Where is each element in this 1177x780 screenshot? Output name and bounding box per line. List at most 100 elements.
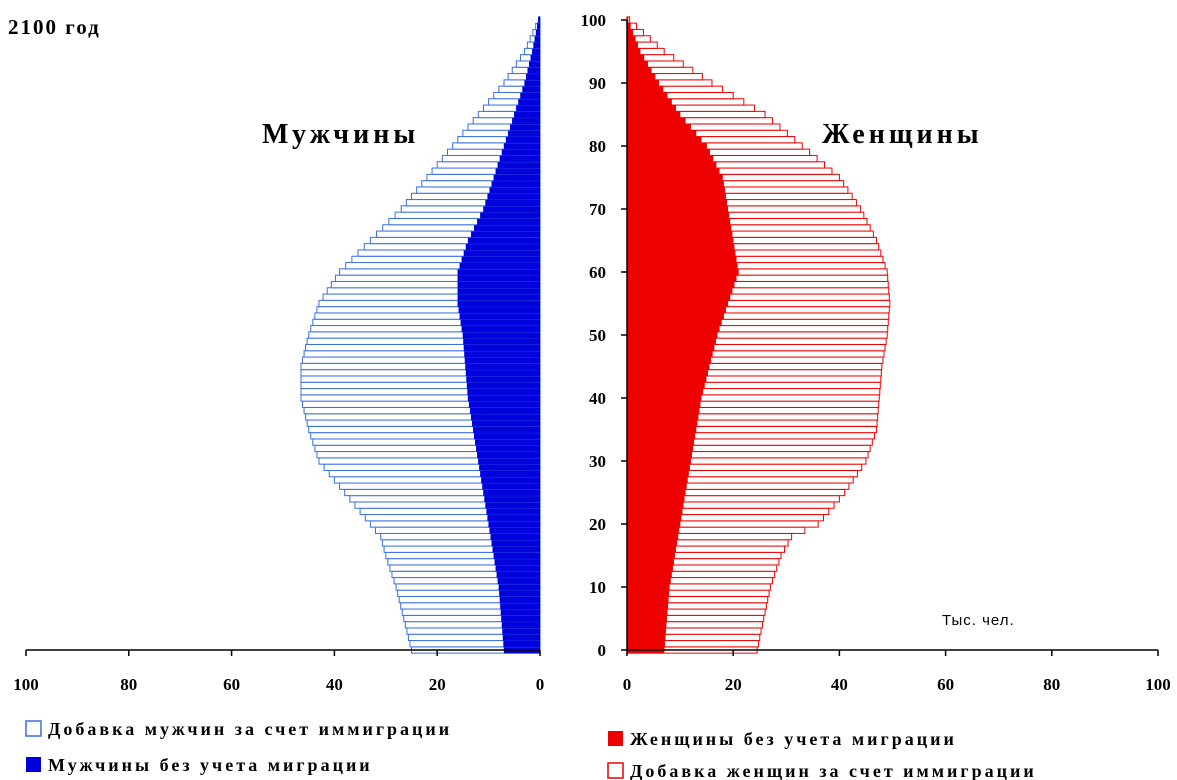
male-base-bar-age-38	[469, 407, 541, 414]
male-base-bar-age-58	[457, 281, 541, 288]
female-base-bar-age-58	[626, 281, 735, 288]
male-base-bar-age-60	[457, 268, 541, 276]
male-base-bar-age-70	[483, 205, 541, 213]
male-base-bar-age-7	[500, 602, 541, 610]
male-base-bar-age-18	[490, 533, 541, 540]
male-base-bar-age-64	[465, 243, 541, 251]
male-x-tick-label-20: 20	[429, 675, 446, 694]
male-base-bar-age-14	[494, 558, 541, 566]
female-base-bar-age-71	[626, 199, 728, 207]
legend-swatch-female-base	[608, 731, 623, 746]
female-x-tick-label-40: 40	[831, 675, 848, 694]
male-base-bar-age-31	[477, 451, 541, 459]
female-base-bar-age-9	[626, 589, 670, 597]
female-base-bar-age-52	[626, 319, 722, 326]
female-base-bar-age-48	[626, 344, 715, 351]
male-base-bar-age-54	[458, 306, 541, 314]
male-base-bar-age-63	[463, 249, 541, 257]
female-base-bar-age-22	[626, 508, 683, 515]
female-x-tick-label-0: 0	[623, 675, 632, 694]
male-base-bar-age-25	[483, 489, 541, 496]
female-panel-label: Женщины	[822, 119, 983, 150]
age-tick-label-40: 40	[589, 389, 606, 408]
female-base-bar-age-6	[626, 608, 668, 616]
female-base-bar-age-10	[626, 583, 670, 591]
male-base-bar-age-27	[481, 476, 541, 484]
female-base-bar-age-37	[626, 413, 699, 421]
male-base-bar-age-24	[484, 495, 541, 503]
male-base-bar-age-35	[472, 426, 541, 433]
female-base-bar-age-60	[626, 268, 739, 276]
female-base-bar-age-53	[626, 312, 724, 320]
legend-left: Добавка мужчин за счет иммиграции Мужчин…	[25, 719, 449, 775]
female-base-bar-age-74	[626, 180, 724, 188]
female-base-bar-age-55	[626, 300, 729, 307]
male-base-bar-age-99	[537, 22, 541, 30]
male-base-bar-age-87	[518, 98, 541, 106]
male-base-bar-age-91	[525, 73, 541, 81]
male-base-bar-age-28	[480, 470, 541, 477]
female-base-bar-age-92	[626, 67, 652, 74]
male-base-bar-age-29	[479, 463, 541, 471]
male-base-bar-age-42	[466, 382, 541, 389]
female-base-bar-age-82	[626, 130, 697, 137]
female-base-bar-age-61	[626, 262, 738, 270]
male-base-bar-age-100	[538, 16, 541, 24]
female-base-bar-age-50	[626, 331, 718, 339]
female-base-bar-age-67	[626, 224, 732, 232]
male-base-bar-age-61	[459, 262, 541, 270]
male-base-bar-age-81	[505, 136, 541, 144]
male-base-bar-age-50	[462, 331, 541, 339]
male-base-bar-age-97	[534, 35, 541, 43]
female-base-bar-age-88	[626, 92, 668, 99]
male-x-ticks: 100 80 60 40 20 0	[13, 650, 544, 694]
female-base-bar-age-14	[626, 558, 674, 566]
female-base-bar-age-93	[626, 60, 648, 68]
male-base-bar-age-66	[470, 230, 541, 238]
female-base-bar-age-35	[626, 426, 697, 433]
female-base-bar-age-11	[626, 577, 671, 585]
female-base-bar-age-90	[626, 79, 660, 87]
male-base-bar-age-21	[487, 514, 541, 522]
female-base-bar-age-29	[626, 463, 690, 471]
female-base-bar-age-23	[626, 501, 684, 509]
male-x-tick-label-40: 40	[326, 675, 343, 694]
male-base-bar-age-36	[471, 419, 541, 427]
female-base-bar-age-59	[626, 274, 737, 282]
female-base-bar-age-96	[626, 41, 639, 49]
female-base-bar-age-66	[626, 230, 733, 238]
male-base-bar-age-22	[486, 508, 541, 515]
male-base-bar-age-15	[493, 552, 541, 559]
male-base-bar-age-57	[457, 287, 541, 295]
female-base-bar-age-77	[626, 161, 717, 169]
male-base-bar-age-74	[491, 180, 541, 188]
female-base-bar-age-79	[626, 148, 711, 156]
male-bars	[300, 16, 541, 654]
male-base-bar-age-9	[499, 589, 541, 597]
male-base-bar-age-93	[529, 60, 541, 68]
female-x-tick-label-80: 80	[1043, 675, 1060, 694]
female-base-bar-age-44	[626, 369, 708, 377]
female-base-bar-age-34	[626, 432, 696, 440]
male-base-bar-age-33	[475, 438, 541, 446]
male-base-bar-age-10	[498, 583, 541, 591]
age-tick-label-70: 70	[589, 200, 606, 219]
female-x-tick-label-20: 20	[725, 675, 742, 694]
male-base-bar-age-37	[470, 413, 541, 421]
male-x-tick-label-100: 100	[13, 675, 39, 694]
male-base-bar-age-83	[509, 123, 541, 131]
male-base-bar-age-16	[492, 545, 541, 553]
male-base-bar-age-12	[496, 571, 541, 578]
female-base-bar-age-85	[626, 111, 681, 118]
male-base-bar-age-19	[489, 526, 541, 534]
female-base-bar-age-78	[626, 155, 714, 162]
male-base-bar-age-2	[502, 634, 541, 641]
female-base-bar-age-33	[626, 438, 695, 446]
male-base-bar-age-98	[535, 29, 541, 36]
age-tick-label-90: 90	[589, 74, 606, 93]
female-base-bar-age-84	[626, 117, 686, 125]
age-tick-label-60: 60	[589, 263, 606, 282]
female-base-bar-age-20	[626, 520, 681, 528]
legend-right: Женщины без учета миграции Добавка женщи…	[607, 729, 1034, 780]
